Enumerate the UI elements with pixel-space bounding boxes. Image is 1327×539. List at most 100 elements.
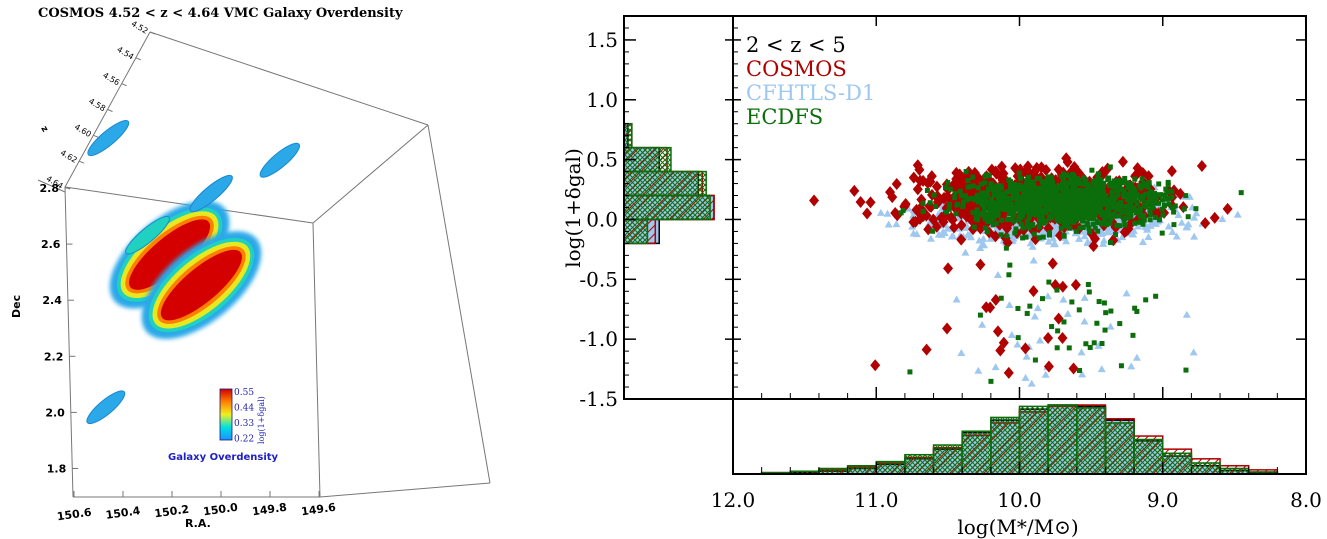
overdensity-histogram [623, 122, 715, 245]
ecdfs-point [1128, 195, 1134, 201]
ecdfs-point [1077, 225, 1083, 231]
ecdfs-point [1071, 219, 1077, 225]
ecdfs-point [1102, 213, 1108, 219]
ecdfs-point [1056, 203, 1062, 209]
ecdfs-point [1031, 185, 1037, 191]
ecdfs-point [1141, 181, 1147, 187]
ecdfs-point [1085, 281, 1091, 287]
x-axis-label: log(M*/M⊙) [957, 515, 1078, 539]
ecdfs-point [1110, 198, 1116, 204]
ecdfs-point [1146, 180, 1152, 186]
cosmos-point [931, 220, 942, 233]
ecdfs-point [1031, 208, 1037, 214]
ecdfs-point [920, 209, 926, 215]
ecdfs-point [1060, 171, 1066, 177]
z-tick-label: 4.52 [130, 19, 150, 36]
ecdfs-point [1145, 184, 1151, 190]
z-tick-mark [107, 109, 113, 112]
ecdfs-point [988, 378, 994, 384]
structure-core [87, 119, 130, 157]
ra-tick-label: 149.6 [300, 501, 337, 519]
ecdfs-point [954, 202, 960, 208]
ecdfs-point [1109, 204, 1115, 210]
ecdfs-point [1095, 228, 1101, 234]
ecdfs-point [962, 193, 968, 199]
cosmos-point [849, 184, 860, 197]
mass-bar-ecdfs [1190, 462, 1221, 475]
ecdfs-point [1117, 321, 1123, 327]
cfhtls-point [909, 229, 918, 237]
ecdfs-point [1054, 217, 1060, 223]
ecdfs-point [1041, 208, 1047, 214]
cosmos-point [1047, 257, 1058, 270]
ecdfs-point [1099, 190, 1105, 196]
cfhtls-point [1182, 310, 1191, 318]
ecdfs-point [1130, 198, 1136, 204]
ecdfs-point [1073, 228, 1079, 234]
ecdfs-point [1166, 195, 1172, 201]
cfhtls-point [1182, 223, 1191, 231]
cfhtls-point [1106, 322, 1115, 330]
ecdfs-point [1083, 341, 1089, 347]
cfhtls-point [1028, 242, 1037, 250]
cosmos-point [1200, 217, 1211, 230]
ra-tick-label: 150.2 [154, 503, 190, 521]
cosmos-point [1068, 362, 1079, 375]
overdensity-structure [189, 174, 233, 213]
ecdfs-point [990, 200, 996, 206]
cfhtls-point [1233, 210, 1242, 218]
ecdfs-point [1147, 211, 1153, 217]
ecdfs-point [1139, 176, 1145, 182]
z-tick-mark [121, 83, 127, 87]
ecdfs-point [1091, 180, 1097, 186]
ecdfs-point [1143, 191, 1149, 197]
ecdfs-point [1128, 187, 1134, 193]
cosmos-point [969, 166, 980, 179]
ecdfs-point [1060, 210, 1066, 216]
ecdfs-point [1136, 182, 1142, 188]
ecdfs-point [1162, 192, 1168, 198]
cfhtls-point [1063, 309, 1072, 317]
ecdfs-point [898, 210, 904, 216]
overdensity-structures [86, 119, 300, 425]
ecdfs-point [1066, 191, 1072, 197]
ecdfs-point [989, 207, 995, 213]
cosmos-point [995, 344, 1006, 357]
ecdfs-point [1082, 177, 1088, 183]
ecdfs-point [1081, 199, 1087, 205]
cfhtls-point [1007, 331, 1016, 339]
ecdfs-point [1047, 177, 1053, 183]
y-axis-label: log(1+δgal) [561, 148, 585, 268]
cfhtls-point [967, 233, 976, 241]
structure-core [86, 390, 126, 425]
ecdfs-point [1140, 193, 1146, 199]
ecdfs-point [1022, 206, 1028, 212]
ra-tick-label: 150.0 [202, 501, 239, 519]
ra-tick-label: 150.4 [105, 504, 142, 522]
ecdfs-point [1150, 205, 1156, 211]
ecdfs-point [1091, 216, 1097, 222]
cosmos-point [916, 193, 927, 206]
mass-bar-ecdfs [875, 460, 906, 475]
cosmos-point [942, 322, 953, 335]
ecdfs-point [998, 232, 1004, 238]
ecdfs-point [1064, 173, 1070, 179]
box-edge [312, 124, 429, 224]
cfhtls-point [1030, 312, 1039, 320]
ecdfs-point [1036, 223, 1042, 229]
ecdfs-point [1156, 217, 1162, 223]
mass-bar-ecdfs [990, 416, 1021, 475]
ecdfs-point [1112, 232, 1118, 238]
ecdfs-point [1156, 181, 1162, 187]
cfhtls-point [943, 224, 952, 232]
ecdfs-point [984, 172, 990, 178]
cfhtls-point [1122, 289, 1131, 297]
ecdfs-point [1041, 183, 1047, 189]
ecdfs-point [1015, 305, 1021, 311]
ecdfs-point [1106, 182, 1112, 188]
legend-cosmos: COSMOS [746, 57, 847, 81]
box-edge [312, 222, 321, 498]
cfhtls-point [1049, 234, 1058, 242]
ecdfs-point [1054, 213, 1060, 219]
ecdfs-point [1004, 189, 1010, 195]
